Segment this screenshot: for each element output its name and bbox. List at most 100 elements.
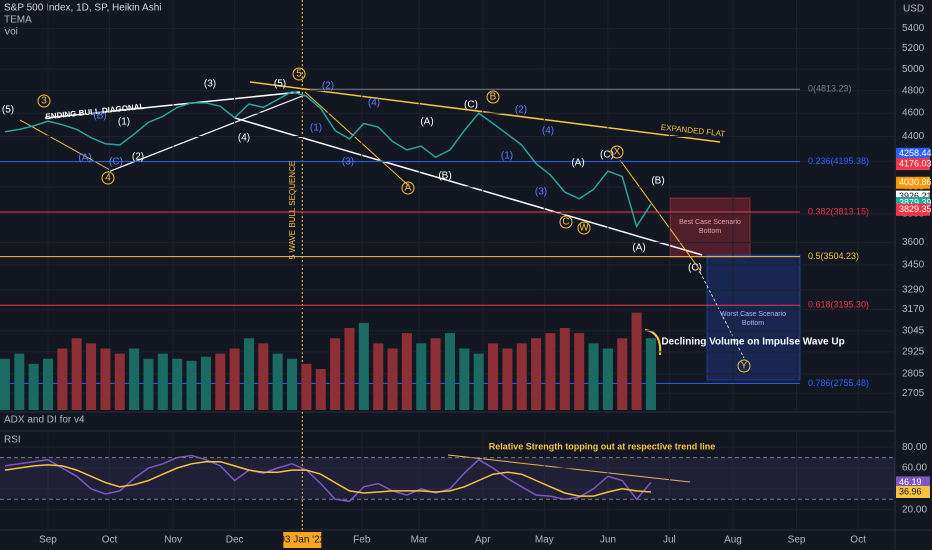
volume-bar bbox=[401, 333, 412, 410]
annotation: (C) bbox=[688, 263, 702, 274]
y-tick-label: 4600 bbox=[902, 108, 925, 119]
volume-bar bbox=[588, 343, 599, 410]
volume-bar bbox=[272, 353, 283, 410]
volume-bar bbox=[200, 356, 211, 410]
volume-bar bbox=[143, 358, 154, 410]
annotation: (5) bbox=[2, 105, 14, 116]
y-tick-label: 60.00 bbox=[902, 463, 927, 474]
volume-bar bbox=[502, 348, 513, 410]
x-tick-label: Nov bbox=[164, 535, 182, 546]
annotation: (2) bbox=[132, 152, 144, 163]
volume-bar bbox=[186, 360, 197, 410]
volume-bar bbox=[330, 338, 341, 410]
wave-circle bbox=[101, 171, 115, 185]
indicator-label: RSI bbox=[4, 435, 21, 446]
x-tick-label: Aug bbox=[724, 535, 742, 546]
x-tick-label: Sep bbox=[39, 535, 57, 546]
series-line bbox=[4, 460, 651, 497]
volume-bar bbox=[387, 348, 398, 410]
y-tick-label: 20.00 bbox=[902, 504, 927, 515]
volume-bar bbox=[129, 348, 140, 410]
wave-circle bbox=[577, 221, 591, 235]
annotation: (4) bbox=[542, 126, 554, 137]
volume-bar bbox=[488, 343, 499, 410]
volume-bar bbox=[28, 363, 39, 410]
annotation: (A) bbox=[420, 117, 433, 128]
projection bbox=[699, 271, 745, 359]
volume-bar bbox=[444, 333, 455, 410]
volume-bar bbox=[516, 343, 527, 410]
wave-circle bbox=[610, 145, 624, 159]
wave-circle bbox=[401, 181, 415, 195]
annotation: (5) bbox=[274, 79, 286, 90]
volume-bar bbox=[215, 353, 226, 410]
volume-bar bbox=[358, 322, 369, 410]
date-marker-box bbox=[283, 532, 322, 548]
wave-circle bbox=[292, 67, 306, 81]
y-tick-label: 2925 bbox=[902, 347, 925, 358]
volume-bar bbox=[645, 338, 656, 410]
volume-bar bbox=[617, 338, 628, 410]
annotation: (A) bbox=[78, 153, 91, 164]
annotation: Declining Volume on Impulse Wave Up bbox=[661, 337, 844, 348]
x-tick-label: Sep bbox=[788, 535, 806, 546]
trendline bbox=[107, 94, 306, 173]
volume-bar bbox=[574, 333, 585, 410]
annotation: (4) bbox=[238, 133, 250, 144]
annotation: (C) bbox=[464, 100, 478, 111]
series-line bbox=[4, 454, 652, 503]
wave-circle bbox=[486, 90, 500, 104]
annotation: (A) bbox=[632, 243, 645, 254]
price-tag-label: 3879.39 bbox=[899, 197, 932, 207]
price-tag bbox=[896, 176, 930, 189]
y-tick-label: 3290 bbox=[902, 285, 925, 296]
volume-bar bbox=[473, 353, 484, 410]
annotation: (B) bbox=[651, 176, 664, 187]
x-tick-label: Oct bbox=[102, 535, 118, 546]
y-tick-label: 3450 bbox=[902, 259, 925, 270]
annotation: (3) bbox=[204, 79, 216, 90]
y-tick-label: 5000 bbox=[902, 64, 925, 75]
volume-bar bbox=[531, 338, 542, 410]
annotation: W bbox=[579, 223, 589, 234]
volume-bar bbox=[57, 348, 68, 410]
annotation: 5 bbox=[296, 69, 302, 80]
x-tick-label: Mar bbox=[411, 535, 429, 546]
volume-bar bbox=[258, 343, 269, 410]
y-tick-label: 4800 bbox=[902, 85, 925, 96]
annotation: (A) bbox=[571, 158, 584, 169]
x-tick-label: Feb bbox=[353, 535, 371, 546]
volume-bar bbox=[559, 328, 570, 410]
value-tag bbox=[896, 476, 930, 489]
y-tick-label: 5400 bbox=[902, 23, 925, 34]
y-tick-label: 5200 bbox=[902, 43, 925, 54]
x-tick-label: Jul bbox=[663, 535, 676, 546]
y-tick-label: 2805 bbox=[902, 369, 925, 380]
price-tag-label: 4030.86 bbox=[899, 177, 932, 187]
wave-circle bbox=[737, 359, 751, 373]
annotation: Bottom bbox=[742, 320, 764, 327]
annotation: 3 bbox=[41, 96, 47, 107]
volume-bar bbox=[42, 358, 54, 410]
value-tag bbox=[896, 486, 930, 499]
annotation: (1) bbox=[118, 117, 130, 128]
annotation: Best Case Scenario bbox=[679, 219, 741, 226]
annotation: X bbox=[614, 147, 621, 158]
annotation: (C) bbox=[600, 150, 614, 161]
value-tag-label: 36.96 bbox=[899, 486, 922, 496]
volume-bar bbox=[172, 358, 183, 410]
volume-bar bbox=[287, 358, 298, 410]
price-tag-label: 3926.21 bbox=[899, 191, 932, 201]
annotation: Relative Strength topping out at respect… bbox=[489, 441, 716, 451]
y-tick-label: 2705 bbox=[902, 388, 925, 399]
annotation: B bbox=[490, 92, 497, 103]
annotation: Worst Case Scenario bbox=[720, 311, 786, 318]
price-tag-label: 4176.03 bbox=[899, 158, 932, 168]
annotation: Y bbox=[741, 361, 748, 372]
y-tick-label: 4400 bbox=[902, 131, 925, 142]
worst-case-box bbox=[706, 254, 801, 381]
volume-bar bbox=[344, 328, 355, 410]
annotation: (B) bbox=[93, 111, 106, 122]
fib-label: 0.618(3195.30) bbox=[808, 300, 869, 310]
